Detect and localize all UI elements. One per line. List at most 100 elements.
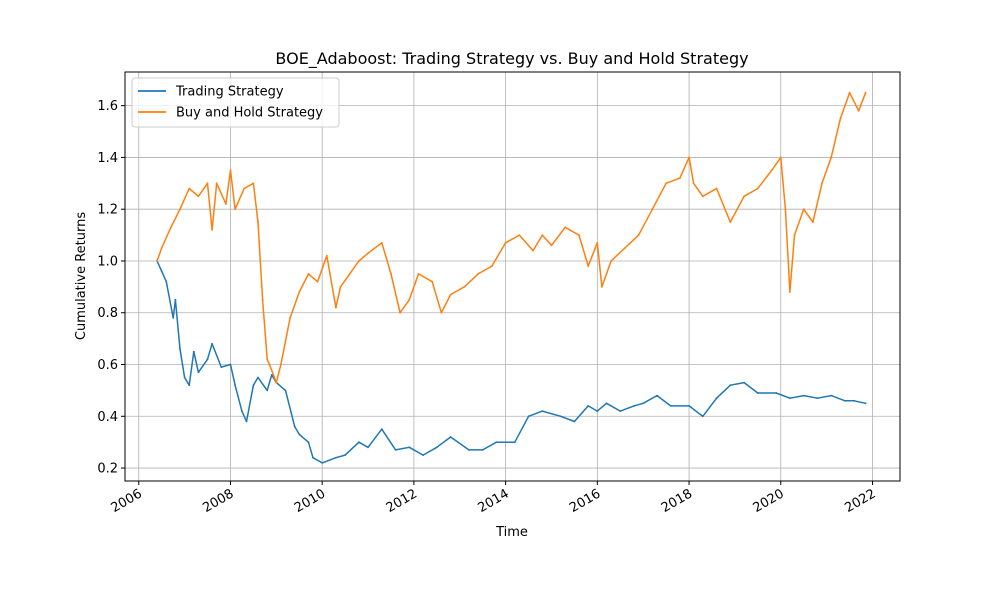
data-point (587, 405, 590, 407)
data-point (211, 342, 214, 345)
data-point (729, 221, 732, 224)
data-point (637, 234, 640, 237)
legend: Trading Strategy Buy and Hold Strategy (131, 77, 340, 128)
data-point (793, 234, 796, 237)
legend-box (131, 77, 340, 128)
data-point (358, 441, 360, 444)
data-point (449, 293, 452, 296)
data-point (491, 265, 493, 267)
data-point (358, 260, 360, 262)
data-point (325, 254, 328, 257)
data-point (513, 441, 516, 444)
data-point (197, 371, 200, 374)
data-point (206, 358, 209, 361)
data-point (211, 229, 214, 231)
data-point (692, 182, 695, 185)
data-point (596, 241, 599, 244)
data-point (298, 291, 301, 293)
data-point (188, 187, 191, 190)
data-point (160, 270, 163, 273)
data-point (610, 260, 612, 262)
data-point (335, 306, 337, 309)
y-tick-label: 1.6 (97, 99, 118, 114)
data-point (266, 389, 269, 392)
data-point (431, 280, 434, 283)
data-point (215, 182, 218, 185)
legend-label: Buy and Hold Strategy (176, 106, 323, 121)
data-point (179, 208, 181, 211)
y-tick-label: 0.4 (97, 410, 118, 425)
data-point (252, 384, 255, 387)
data-point (321, 462, 324, 464)
data-point (857, 109, 860, 112)
data-point (197, 195, 200, 198)
data-point (316, 280, 319, 283)
data-point (229, 169, 232, 172)
data-point (848, 91, 851, 94)
data-point (422, 454, 424, 456)
data-point (408, 446, 411, 449)
data-point (477, 273, 479, 275)
data-point (275, 381, 278, 384)
data-point (234, 384, 237, 387)
data-point (174, 298, 177, 301)
y-tick-label: 0.6 (97, 358, 118, 373)
data-point (399, 311, 401, 314)
data-point (367, 446, 369, 449)
data-point (156, 260, 159, 262)
data-point (165, 280, 168, 283)
data-point (417, 273, 420, 275)
data-point (830, 156, 833, 159)
data-point (756, 392, 759, 394)
data-point (298, 433, 301, 436)
data-point (587, 265, 590, 267)
data-point (669, 405, 672, 407)
data-point (775, 392, 778, 394)
data-point (864, 91, 867, 94)
x-axis-label: Time (495, 525, 528, 540)
data-point (601, 286, 603, 288)
data-point (348, 273, 351, 275)
data-point (435, 446, 438, 449)
data-point (679, 177, 681, 180)
data-point (172, 317, 175, 319)
data-point (564, 226, 567, 229)
y-tick-label: 1.0 (97, 254, 118, 269)
data-point (701, 195, 704, 198)
data-point (245, 420, 248, 423)
data-point (743, 195, 745, 198)
data-point (449, 436, 452, 438)
grid (125, 72, 900, 481)
data-point (293, 425, 296, 428)
data-point (463, 286, 466, 288)
data-point (367, 252, 369, 255)
data-point (844, 399, 846, 402)
y-tick-label: 0.2 (97, 462, 118, 477)
data-point (284, 389, 287, 392)
y-axis-label: Cumulative Returns (74, 212, 89, 340)
data-point (715, 187, 718, 190)
data-point (812, 221, 814, 224)
data-point (192, 350, 195, 353)
data-point (468, 449, 470, 451)
data-point (624, 247, 626, 249)
data-point (241, 410, 243, 412)
data-point (344, 454, 346, 456)
data-point (408, 298, 411, 301)
data-point (688, 156, 690, 159)
data-point (532, 249, 534, 252)
data-point (380, 241, 383, 244)
data-point (312, 456, 314, 459)
data-point (665, 182, 667, 185)
data-point (183, 376, 186, 379)
data-point (257, 221, 259, 224)
data-point (179, 348, 181, 350)
data-point (701, 415, 704, 418)
data-point (268, 363, 271, 366)
data-point (550, 244, 553, 247)
data-point (619, 410, 622, 412)
y-tick-label: 1.2 (97, 203, 118, 218)
data-point (605, 402, 608, 405)
data-point (390, 273, 392, 275)
